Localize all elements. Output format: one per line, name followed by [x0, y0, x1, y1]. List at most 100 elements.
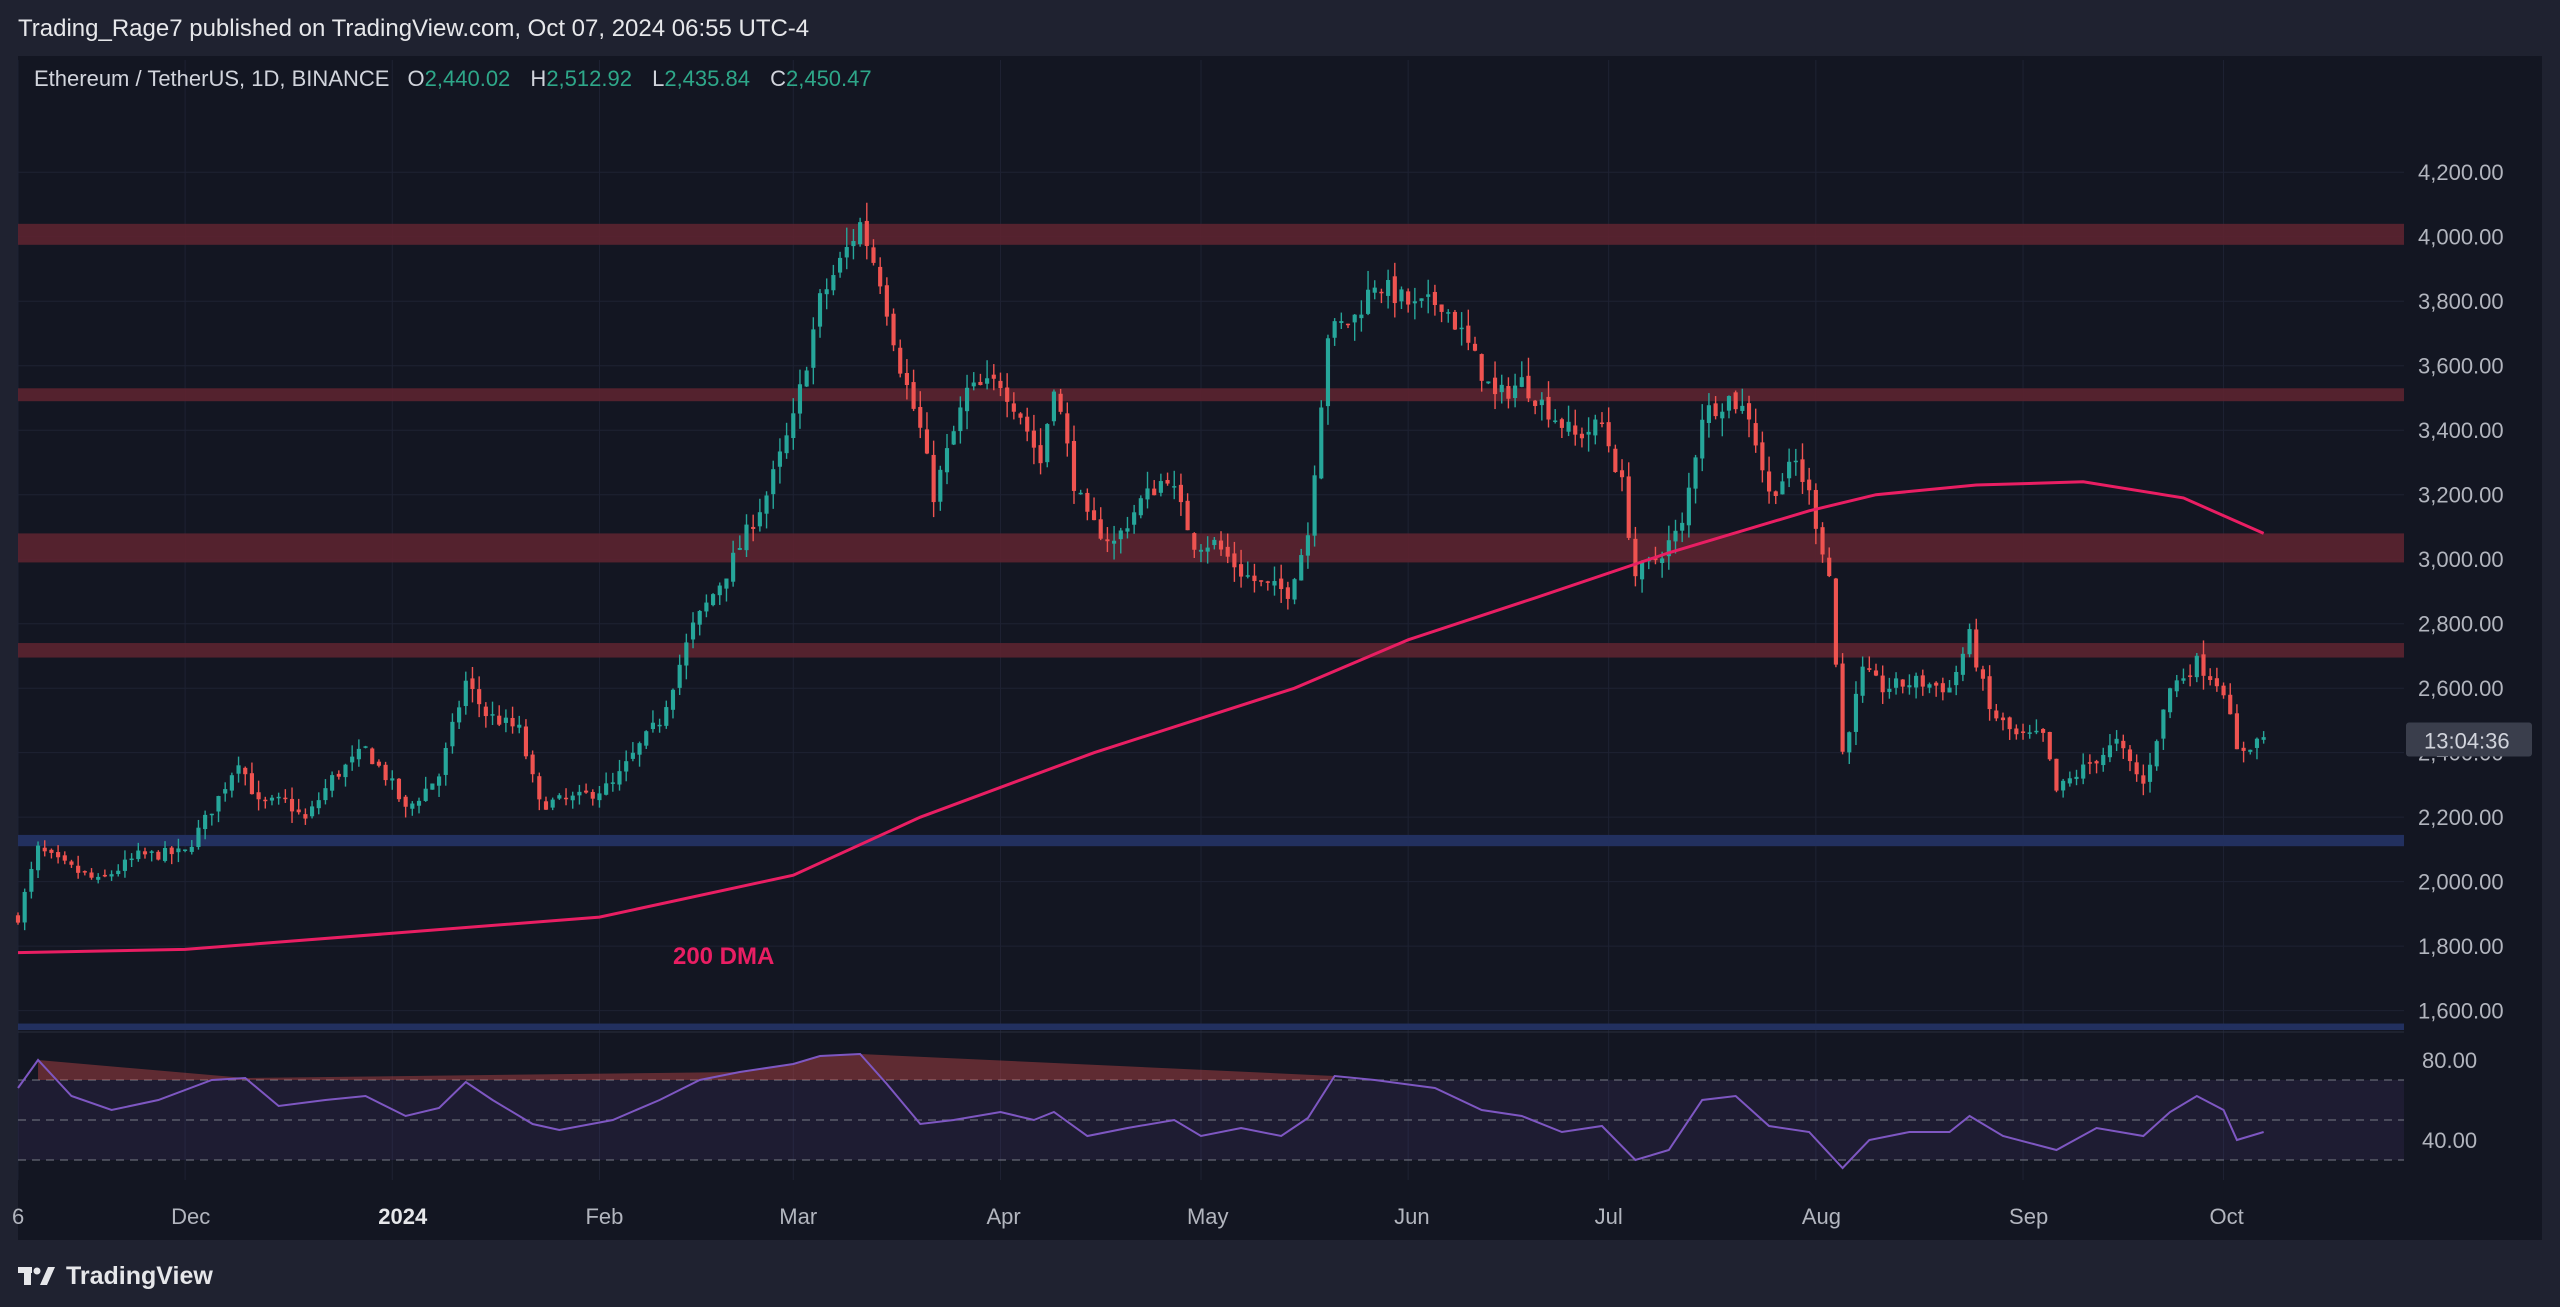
candle-body — [1553, 420, 1558, 422]
candle-body — [169, 847, 174, 855]
price-tick-label: 3,200.00 — [2418, 483, 2504, 508]
candle-body — [1025, 416, 1030, 432]
candle-body — [2094, 761, 2099, 764]
candle-body — [664, 707, 669, 726]
candle-body — [951, 431, 956, 445]
candle-body — [650, 722, 656, 730]
open-value: 2,440.02 — [424, 66, 511, 91]
price-tick-label: 2,600.00 — [2418, 676, 2504, 701]
candle-body — [116, 870, 121, 875]
candle-body — [844, 247, 849, 258]
candle-body — [2168, 688, 2173, 713]
candle-body — [2234, 713, 2239, 750]
candle-body — [1940, 683, 1945, 693]
candle-body — [944, 448, 950, 473]
candle-body — [971, 382, 976, 387]
candle-body — [1640, 562, 1645, 580]
candle-body — [2161, 709, 2166, 739]
candle-body — [1613, 448, 1618, 472]
candle-body — [1713, 403, 1718, 417]
candle-body — [416, 800, 422, 806]
candle-body — [336, 773, 341, 777]
candle-body — [1239, 564, 1244, 577]
candle-body — [1352, 314, 1357, 323]
candle-body — [1305, 535, 1310, 556]
candle-body — [764, 495, 769, 514]
candle-body — [296, 809, 301, 813]
high-value: 2,512.92 — [546, 66, 632, 91]
candle-body — [1198, 549, 1204, 552]
candle-body — [1994, 710, 1999, 719]
candle-body — [1058, 393, 1063, 412]
candle-body — [303, 814, 308, 819]
candle-body — [22, 891, 27, 923]
candle-body — [2261, 737, 2266, 740]
candle-body — [1285, 587, 1290, 599]
candle-body — [1887, 688, 1892, 692]
candle-body — [837, 257, 843, 273]
candle-body — [1533, 400, 1538, 407]
candle-body — [630, 752, 635, 759]
published-info: Trading_Rage7 published on TradingView.c… — [18, 15, 810, 42]
candle-body — [2154, 741, 2159, 767]
candle-body — [470, 678, 475, 690]
candle-body — [1118, 530, 1123, 540]
candle-body — [1746, 403, 1752, 420]
price-tick-label: 4,200.00 — [2418, 160, 2504, 185]
candle-body — [1980, 669, 1986, 679]
candle-body — [2087, 762, 2092, 764]
candle-body — [1900, 679, 1905, 687]
candle-body — [35, 845, 41, 871]
candle-body — [858, 222, 863, 245]
candle-body — [1018, 413, 1023, 418]
candle-body — [1252, 575, 1257, 582]
candle-body — [871, 247, 876, 263]
candle-body — [2000, 717, 2006, 721]
candle-body — [223, 789, 228, 794]
candle-body — [1733, 392, 1738, 410]
candle-body — [1546, 396, 1551, 420]
countdown-badge — [2406, 722, 2532, 757]
candle-body — [1960, 653, 1965, 675]
candle-body — [563, 797, 569, 800]
candle-body — [376, 761, 381, 766]
candle-body — [82, 871, 87, 873]
candle-body — [2248, 749, 2253, 752]
candle-body — [229, 775, 234, 791]
footer-branding[interactable]: TradingView — [18, 1258, 213, 1294]
candle-body — [1292, 579, 1297, 600]
candle-body — [510, 717, 515, 727]
candle-body — [1787, 461, 1792, 479]
candle-body — [1005, 387, 1010, 402]
price-tick-label: 3,800.00 — [2418, 289, 2504, 314]
candle-body — [604, 783, 609, 795]
candle-body — [1847, 732, 1852, 753]
candle-body — [1446, 312, 1451, 314]
candle-body — [1526, 375, 1531, 399]
time-tick-label: Feb — [585, 1204, 623, 1229]
candle-body — [2228, 694, 2233, 715]
candle-body — [2014, 728, 2019, 735]
candle-body — [1853, 693, 1859, 732]
candle-body — [1212, 539, 1217, 546]
candle-body — [1339, 321, 1344, 324]
candle-body — [1934, 682, 1939, 686]
candle-body — [15, 915, 21, 923]
candle-body — [1967, 629, 1972, 655]
candle-body — [904, 372, 909, 386]
candle-body — [1666, 540, 1671, 557]
candle-body — [817, 293, 823, 327]
candle-body — [657, 724, 662, 727]
candle-body — [964, 387, 970, 412]
candle-body — [216, 796, 221, 812]
candle-body — [1893, 678, 1899, 688]
close-value: 2,450.47 — [785, 66, 872, 91]
rsi-tick-label: 80.00 — [2422, 1048, 2477, 1073]
candle-body — [891, 313, 896, 346]
price-tick-label: 1,800.00 — [2418, 934, 2504, 959]
candle-body — [42, 847, 47, 852]
candle-body — [2054, 758, 2059, 791]
candle-body — [1566, 421, 1571, 432]
candle-body — [269, 797, 275, 801]
